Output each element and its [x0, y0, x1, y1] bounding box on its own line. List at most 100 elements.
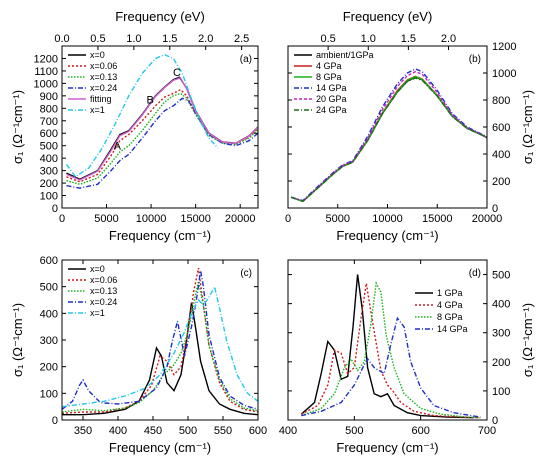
- legend-label: x=1: [90, 105, 105, 115]
- top-tick-label: 1.0: [361, 33, 376, 45]
- y-tick-label: 400: [40, 308, 58, 320]
- y-tick-label: 300: [492, 328, 510, 340]
- series-line-c-0: [62, 302, 258, 416]
- legend-label: x=1: [90, 308, 105, 318]
- legend-label: x=0.24: [90, 83, 117, 93]
- series-line-d-1: [300, 283, 481, 419]
- series-line-c-4: [62, 284, 258, 408]
- y-tick-label: 1000: [34, 78, 58, 90]
- y-tick-label: 800: [492, 95, 510, 107]
- series-line-d-3: [301, 316, 481, 418]
- y-tick-label: 800: [40, 103, 58, 115]
- y-tick-label: 100: [492, 386, 510, 398]
- top-axis-title: Frequency (eV): [115, 9, 205, 24]
- y-tick-label: 1000: [492, 68, 516, 80]
- top-tick-label: 1.5: [162, 33, 177, 45]
- legend-label: x=0.06: [90, 61, 117, 71]
- x-tick-label: 10000: [372, 213, 403, 225]
- y-tick-label: 0: [52, 203, 58, 215]
- y-tick-label: 0: [492, 203, 498, 215]
- top-tick-label: 0.5: [320, 33, 335, 45]
- legend-label: ambient/1GPa: [316, 50, 374, 60]
- top-tick-label: 2.0: [198, 33, 213, 45]
- x-tick-label: 600: [249, 425, 267, 437]
- panel-label-d: (d): [469, 268, 481, 279]
- x-tick-label: 450: [144, 425, 162, 437]
- x-tick-label: 0: [285, 213, 291, 225]
- x-tick-label: 500: [345, 425, 363, 437]
- series-line-b-5: [290, 77, 487, 203]
- top-tick-label: 0.0: [54, 33, 69, 45]
- top-tick-label: 1.0: [126, 33, 141, 45]
- legend-label: fitting: [90, 94, 112, 104]
- legend-label: x=0.13: [90, 72, 117, 82]
- y-tick-label: 300: [40, 335, 58, 347]
- y-tick-label: 200: [40, 178, 58, 190]
- y-tick-label: 300: [40, 166, 58, 178]
- legend-label: 8 GPa: [316, 72, 342, 82]
- y-tick-label: 400: [492, 299, 510, 311]
- y-axis-title: σ₁ (Ω⁻¹cm⁻¹): [520, 90, 535, 164]
- y-tick-label: 1100: [34, 66, 58, 78]
- legend-label: 1 GPa: [437, 288, 463, 298]
- y-tick-label: 200: [492, 357, 510, 369]
- legend-label: 14 GPa: [437, 324, 468, 334]
- x-axis-title: Frequency (cm⁻¹): [336, 228, 438, 243]
- y-tick-label: 400: [492, 149, 510, 161]
- y-tick-label: 400: [40, 153, 58, 165]
- panel-label-a: (a): [240, 54, 252, 65]
- y-tick-label: 900: [40, 91, 58, 103]
- series-line-a-2: [66, 92, 258, 186]
- legend-label: 24 GPa: [316, 105, 347, 115]
- y-tick-label: 1200: [492, 41, 516, 53]
- y-tick-label: 100: [40, 191, 58, 203]
- x-axis-title: Frequency (cm⁻¹): [336, 440, 438, 455]
- series-line-a-3: [66, 97, 258, 189]
- series-line-c-3: [62, 270, 258, 410]
- top-tick-label: 1.5: [401, 33, 416, 45]
- y-tick-label: 1200: [34, 53, 58, 65]
- series-line-d-2: [301, 281, 481, 419]
- x-tick-label: 15000: [422, 213, 453, 225]
- series-line-a-4: [66, 76, 258, 181]
- legend-label: x=0.06: [90, 275, 117, 285]
- x-axis-title: Frequency (cm⁻¹): [109, 440, 211, 455]
- x-tick-label: 400: [279, 425, 297, 437]
- peak-annotation: B: [147, 94, 154, 106]
- y-tick-label: 0: [52, 415, 58, 427]
- x-tick-label: 20000: [472, 213, 503, 225]
- top-tick-label: 2.5: [234, 33, 249, 45]
- x-tick-label: 350: [74, 425, 92, 437]
- y-tick-label: 200: [492, 176, 510, 188]
- legend-label: x=0.24: [90, 297, 117, 307]
- legend-label: 20 GPa: [316, 94, 347, 104]
- y-tick-label: 0: [492, 415, 498, 427]
- legend-label: x=0: [90, 50, 105, 60]
- peak-annotation: A: [114, 140, 122, 152]
- series-line-b-4: [290, 70, 487, 202]
- x-tick-label: 15000: [180, 213, 211, 225]
- panel-label-c: (c): [240, 268, 252, 279]
- panel-label-b: (b): [469, 54, 481, 65]
- legend-label: 4 GPa: [316, 61, 342, 71]
- y-tick-label: 200: [40, 362, 58, 374]
- x-tick-label: 10000: [136, 213, 167, 225]
- y-tick-label: 500: [40, 141, 58, 153]
- x-tick-label: 400: [109, 425, 127, 437]
- series-line-a-5: [65, 53, 219, 178]
- y-tick-label: 600: [492, 122, 510, 134]
- y-tick-label: 600: [40, 128, 58, 140]
- legend-label: 14 GPa: [316, 83, 347, 93]
- legend-label: 4 GPa: [437, 300, 463, 310]
- legend-label: 8 GPa: [437, 312, 463, 322]
- top-tick-label: 0.5: [90, 33, 105, 45]
- y-tick-label: 500: [492, 270, 510, 282]
- y-axis-title: σ₁ (Ω⁻¹cm⁻¹): [10, 303, 25, 377]
- y-tick-label: 500: [40, 282, 58, 294]
- y-tick-label: 600: [40, 255, 58, 267]
- y-tick-label: 700: [40, 116, 58, 128]
- x-tick-label: 5000: [94, 213, 118, 225]
- y-axis-title: σ₁ (Ω⁻¹cm⁻¹): [10, 90, 25, 164]
